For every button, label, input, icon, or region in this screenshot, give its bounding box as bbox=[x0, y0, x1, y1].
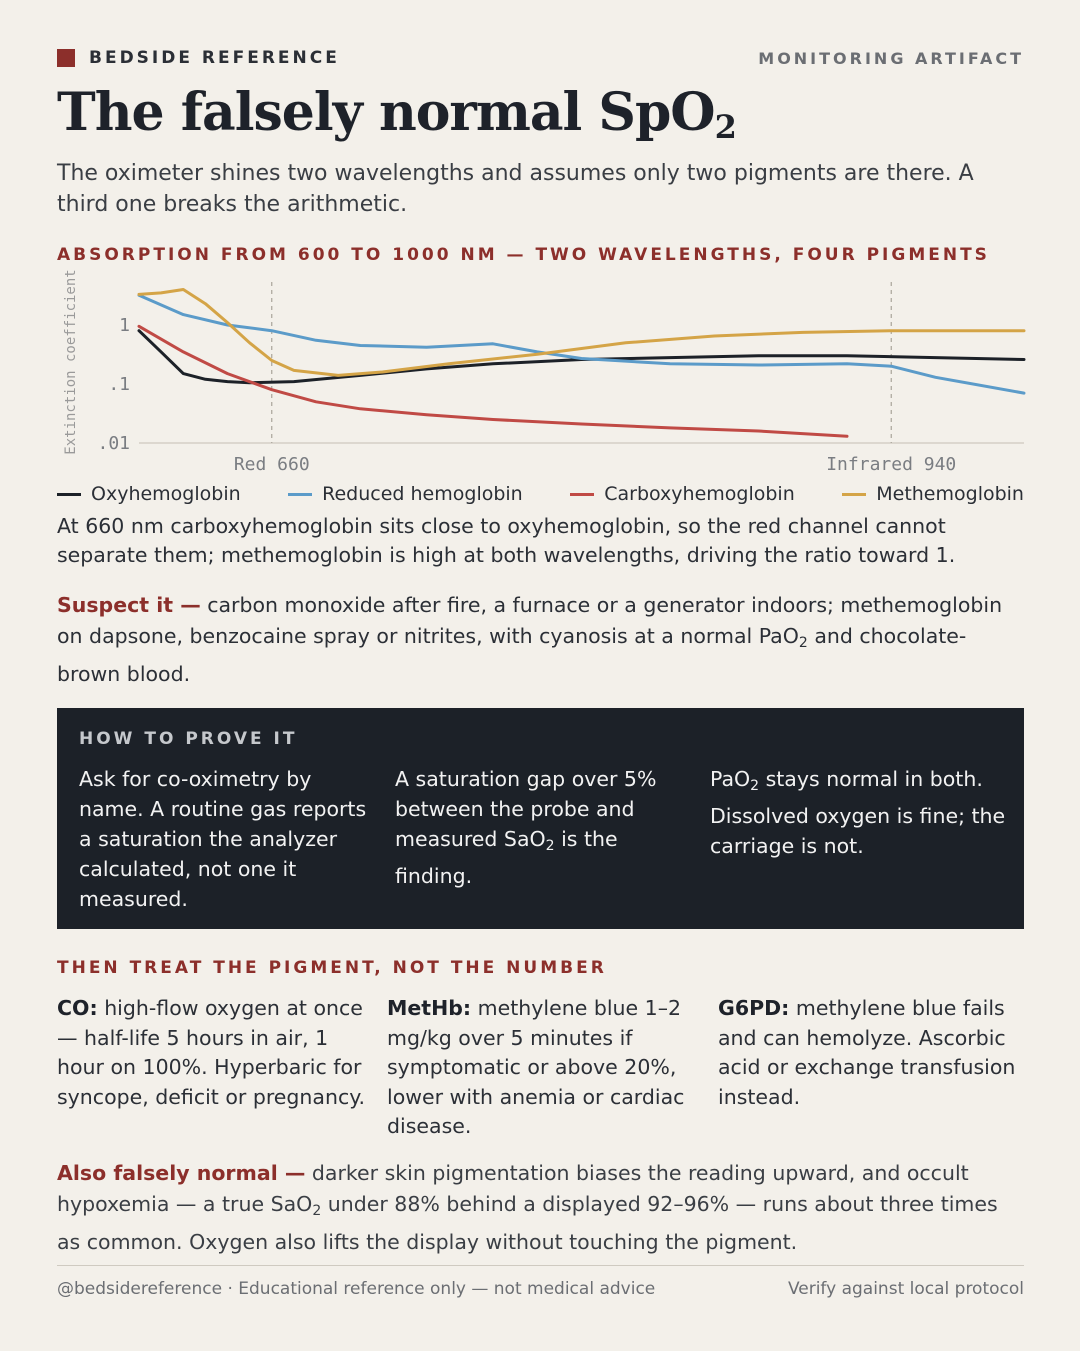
legend-item: Methemoglobin bbox=[842, 481, 1024, 507]
top-bar: BEDSIDE REFERENCE MONITORING ARTIFACT bbox=[57, 48, 1024, 70]
suspect-text-1: carbon monoxide after fire, a furnace or… bbox=[57, 593, 1003, 648]
proof-card-co-oximetry: Ask for co-oximetry by name. A routine g… bbox=[79, 767, 367, 911]
also-subscript: 2 bbox=[312, 1203, 322, 1219]
legend-label: Methemoglobin bbox=[876, 483, 1024, 505]
y-tick-label: .01 bbox=[97, 433, 130, 454]
proof-heading: HOW TO PROVE IT bbox=[79, 729, 298, 749]
page-title: The falsely normal SpO2 bbox=[57, 82, 737, 146]
treat-label-co: CO: bbox=[57, 996, 98, 1020]
legend-label: Reduced hemoglobin bbox=[322, 483, 523, 505]
legend-swatch bbox=[570, 492, 595, 496]
card3-text-a: PaO bbox=[710, 767, 751, 791]
treat-text-methb: methylene blue 1–2 mg/kg over 5 minutes … bbox=[387, 996, 685, 1138]
card2-text-a: A saturation gap over 5% between the pro… bbox=[395, 767, 657, 851]
legend-swatch bbox=[57, 492, 81, 496]
title-main: The falsely normal SpO bbox=[57, 82, 716, 143]
treat-item-methb: MetHb: methylene blue 1–2 mg/kg over 5 m… bbox=[387, 994, 699, 1142]
chart-heading: ABSORPTION FROM 600 TO 1000 NM — TWO WAV… bbox=[57, 245, 990, 265]
proof-card-pao2: PaO2 stays normal in both. Dissolved oxy… bbox=[710, 764, 1006, 861]
wavelength-marker-label: Red 660 bbox=[234, 454, 310, 475]
suspect-subscript: 2 bbox=[798, 635, 808, 651]
legend-item: Carboxyhemoglobin bbox=[570, 481, 795, 507]
chart-legend: Oxyhemoglobin Reduced hemoglobin Carboxyhe… bbox=[57, 481, 1024, 507]
series-line-carboxyhemoglobin bbox=[137, 324, 849, 438]
how-to-prove-panel: HOW TO PROVE IT Ask for co-oximetry by n… bbox=[57, 708, 1024, 929]
legend-swatch bbox=[842, 492, 867, 496]
card2-text-b: is the finding. bbox=[395, 827, 618, 888]
brand-square-icon bbox=[57, 49, 75, 67]
legend-label: Carboxyhemoglobin bbox=[604, 483, 795, 505]
also-text-2: under 88% behind a displayed 92–96% — ru… bbox=[57, 1192, 998, 1254]
footer-credit: @bedsidereference · Educational referenc… bbox=[57, 1279, 656, 1299]
legend-item: Reduced hemoglobin bbox=[288, 481, 523, 507]
title-subscript: 2 bbox=[714, 108, 737, 146]
y-tick-label: 1 bbox=[119, 315, 130, 336]
brand: BEDSIDE REFERENCE bbox=[57, 48, 340, 68]
lede-text: The oximeter shines two wavelengths and … bbox=[57, 161, 974, 217]
also-falsely-normal-paragraph: Also falsely normal — darker skin pigmen… bbox=[57, 1158, 1024, 1258]
suspect-paragraph: Suspect it — carbon monoxide after fire,… bbox=[57, 590, 1024, 690]
legend-label: Oxyhemoglobin bbox=[91, 483, 241, 505]
treat-label-methb: MetHb: bbox=[387, 996, 472, 1020]
footer-divider bbox=[57, 1265, 1024, 1266]
also-text-1: darker skin pigmentation biases the read… bbox=[57, 1161, 969, 1216]
legend-item: Oxyhemoglobin bbox=[57, 481, 241, 507]
card3-subscript: 2 bbox=[750, 778, 760, 794]
absorption-chart: Extinction coefficient 1 .1 .01 Red 660 Infra… bbox=[63, 270, 1026, 475]
also-lead: Also falsely normal — bbox=[57, 1161, 306, 1185]
y-axis-label: Extinction coefficient bbox=[63, 270, 79, 455]
brand-name: BEDSIDE REFERENCE bbox=[89, 48, 340, 68]
series-line-methemoglobin bbox=[137, 288, 1026, 377]
suspect-lead: Suspect it — bbox=[57, 593, 201, 617]
wavelength-marker-label: Infrared 940 bbox=[826, 454, 956, 475]
proof-card-saturation-gap: A saturation gap over 5% between the pro… bbox=[395, 764, 691, 891]
suspect-text-2: and chocolate-brown blood. bbox=[57, 624, 967, 686]
card3-text-b: stays normal in both. Dissolved oxygen i… bbox=[710, 767, 1006, 858]
legend-swatch bbox=[288, 492, 313, 496]
treat-text-g6pd: methylene blue fails and can hemolyze. A… bbox=[718, 996, 1016, 1109]
treat-text-co: high-flow oxygen at once — half-life 5 h… bbox=[57, 996, 365, 1109]
treat-heading: THEN TREAT THE PIGMENT, NOT THE NUMBER bbox=[57, 958, 607, 978]
series-line-reduced-hemoglobin bbox=[137, 293, 1026, 395]
treat-item-co: CO: high-flow oxygen at once — half-life… bbox=[57, 994, 369, 1112]
card2-subscript: 2 bbox=[545, 838, 555, 854]
chart-caption: At 660 nm carboxyhemoglobin sits close t… bbox=[57, 514, 956, 567]
treat-label-g6pd: G6PD: bbox=[718, 996, 790, 1020]
category-tag: MONITORING ARTIFACT bbox=[758, 49, 1024, 68]
treat-item-g6pd: G6PD: methylene blue fails and can hemol… bbox=[718, 994, 1024, 1112]
series-line-oxyhemoglobin bbox=[137, 329, 1026, 385]
y-tick-label: .1 bbox=[108, 374, 130, 395]
footer-note: Verify against local protocol bbox=[787, 1279, 1024, 1299]
